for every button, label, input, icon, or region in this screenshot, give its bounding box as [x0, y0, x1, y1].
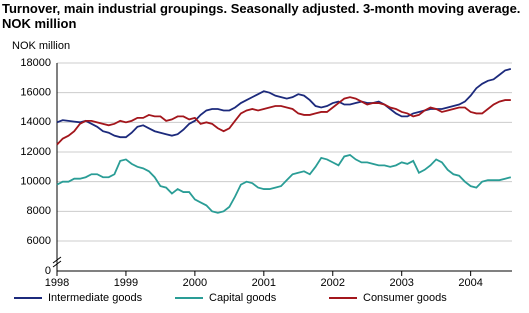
x-tick-label: 1999 — [114, 277, 138, 289]
series-line — [56, 68, 512, 139]
y-tick-label: 16000 — [20, 87, 51, 99]
y-tick-label: 18000 — [20, 57, 51, 69]
y-tick-label: 12000 — [20, 146, 51, 158]
x-tick-label: 2001 — [252, 277, 276, 289]
legend-label: Capital goods — [209, 292, 277, 304]
legend-label: Intermediate goods — [48, 292, 143, 304]
series-line — [56, 96, 511, 146]
y-tick-label: 6000 — [27, 235, 51, 247]
y-axis-label: NOK million — [12, 40, 70, 52]
y-tick-label: 0 — [45, 265, 51, 277]
series-line — [56, 153, 512, 214]
x-tick-label: 2004 — [458, 277, 482, 289]
x-tick-label: 2002 — [321, 277, 345, 289]
y-tick-label: 10000 — [20, 176, 51, 188]
y-tick-label: 8000 — [27, 205, 51, 217]
legend-label: Consumer goods — [363, 292, 447, 304]
x-tick-label: 2003 — [389, 277, 413, 289]
chart-title: Turnover, main industrial groupings. Sea… — [2, 1, 521, 31]
x-tick-label: 2000 — [183, 277, 207, 289]
x-tick-label: 1998 — [45, 277, 69, 289]
y-tick-label: 14000 — [20, 116, 51, 128]
